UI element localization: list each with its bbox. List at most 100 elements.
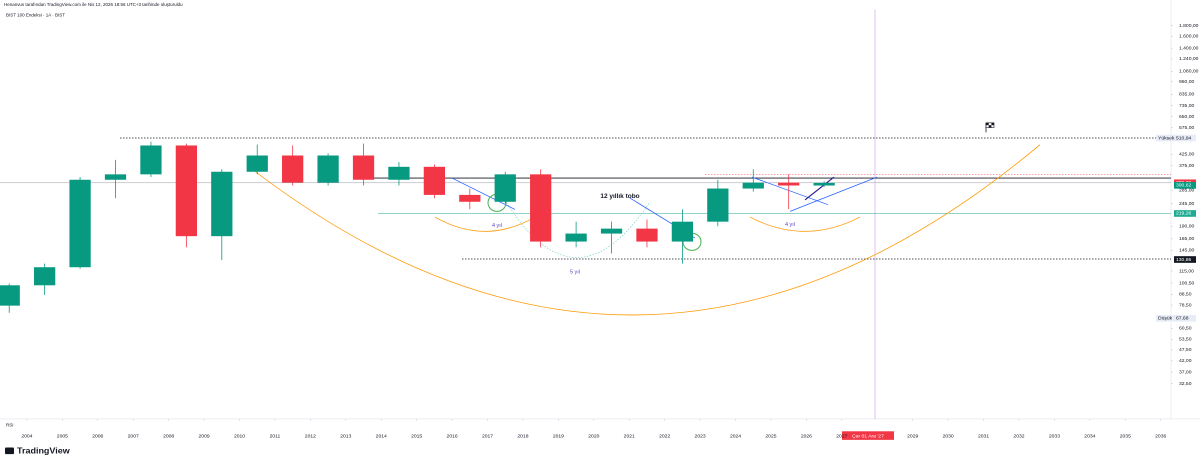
y-tick-label: 245,00 xyxy=(1179,201,1195,207)
candle-body xyxy=(246,155,268,172)
y-tick-label: 115,00 xyxy=(1179,268,1194,274)
x-tick-label: 2021 xyxy=(624,433,635,439)
candle-body xyxy=(104,174,127,180)
x-tick-label: 2034 xyxy=(1084,433,1095,439)
y-tick-label: 78,50 xyxy=(1179,302,1192,308)
annotation: 5 yıl xyxy=(570,270,580,276)
candle-body xyxy=(494,174,516,202)
x-tick-label: 2013 xyxy=(340,433,351,439)
y-tick-label: 1.800,00 xyxy=(1179,23,1199,29)
trendline xyxy=(789,176,878,212)
footer-logo: TradingView xyxy=(17,446,70,456)
price-tag-label: 300,62 xyxy=(1176,183,1192,189)
y-tick-label: 285,00 xyxy=(1179,187,1195,193)
y-tick-label: 1.080,00 xyxy=(1179,69,1199,75)
x-tick-label: 2010 xyxy=(234,433,245,439)
candle-body xyxy=(0,285,20,306)
price-tag xyxy=(1174,181,1196,189)
right-arc xyxy=(749,216,861,232)
x-tick-label: 2026 xyxy=(801,433,812,439)
y-tick-label: 42,00 xyxy=(1179,358,1192,364)
indicator-label: RSI xyxy=(6,423,13,428)
bottom-arc xyxy=(504,199,651,258)
price-tag-label: 130,86 xyxy=(1176,257,1192,263)
candle-body xyxy=(530,174,552,242)
x-tick-label: 2019 xyxy=(553,433,564,439)
y-tick-label: 88,50 xyxy=(1179,292,1192,298)
trendline xyxy=(451,177,516,210)
y-tick-label: 32,50 xyxy=(1179,381,1192,387)
x-tick-label: 2033 xyxy=(1049,433,1060,439)
x-tick-label: 2012 xyxy=(305,433,316,439)
x-tick-label: 2017 xyxy=(482,433,493,439)
candle-body xyxy=(813,182,835,186)
x-tick-label: 2007 xyxy=(128,433,139,439)
annotation: 4 yıl xyxy=(785,222,795,228)
price-tag-label: 510,94 xyxy=(1176,135,1192,141)
candle-body xyxy=(636,228,658,242)
price-tag xyxy=(1174,314,1196,322)
candle-body xyxy=(352,155,375,180)
crosshair-label-box xyxy=(842,431,894,440)
x-tick-label: 2022 xyxy=(659,433,670,439)
price-tag xyxy=(1174,210,1196,217)
y-tick-label: 145,00 xyxy=(1179,248,1195,254)
crosshair-label: Çar 01 Ara '27 xyxy=(852,433,884,439)
x-tick-label: 2030 xyxy=(943,433,954,439)
logo-mark xyxy=(5,447,14,455)
candle-body xyxy=(175,145,197,237)
candle-body xyxy=(742,182,764,189)
trendline xyxy=(804,176,835,201)
y-tick-label: 60,50 xyxy=(1179,326,1192,332)
candle-body xyxy=(211,171,233,237)
y-tick-label: 835,00 xyxy=(1179,92,1195,98)
x-tick-label: 2031 xyxy=(978,433,989,439)
y-tick-label: 1.600,00 xyxy=(1179,34,1199,40)
candle-body xyxy=(317,155,339,183)
x-tick-label: 2024 xyxy=(730,433,741,439)
header-text: Henanvus tarafından TradingView.com ile … xyxy=(4,2,183,7)
annotation: 12 yıllık tobo xyxy=(600,193,639,200)
x-tick-label: 2027 xyxy=(836,433,847,439)
x-tick-label: 2036 xyxy=(1155,433,1166,439)
y-tick-label: 575,00 xyxy=(1179,125,1195,131)
x-tick-label: 2016 xyxy=(447,433,458,439)
candle-body xyxy=(565,233,587,242)
price-tag-label: 67,68 xyxy=(1176,316,1189,322)
price-tag-name: Yüksek xyxy=(1158,135,1175,141)
candle-body xyxy=(282,155,304,183)
symbol-title: BIST 100 Endeksi · 1A · BIST xyxy=(6,12,65,17)
x-tick-label: 2004 xyxy=(21,433,32,439)
price-tag-label: 219,26 xyxy=(1176,211,1192,217)
price-tag xyxy=(1174,256,1196,263)
price-tag-name-box xyxy=(1156,134,1174,142)
candle-body xyxy=(600,228,623,234)
x-tick-label: 2032 xyxy=(1013,433,1024,439)
x-tick-label: 2014 xyxy=(376,433,387,439)
y-tick-label: 650,00 xyxy=(1179,114,1195,120)
candle-body xyxy=(423,166,446,195)
y-tick-label: 53,50 xyxy=(1179,337,1192,343)
candle-body xyxy=(140,145,162,175)
x-tick-label: 2025 xyxy=(765,433,776,439)
x-tick-label: 2029 xyxy=(907,433,918,439)
y-tick-label: 1.400,00 xyxy=(1179,46,1199,52)
candle-body xyxy=(388,166,410,180)
price-tag-name-box xyxy=(1156,314,1174,322)
y-tick-label: 37,00 xyxy=(1179,370,1192,376)
y-tick-label: 47,50 xyxy=(1179,347,1192,353)
y-tick-label: 165,00 xyxy=(1179,236,1195,242)
candle-body xyxy=(69,179,91,268)
x-tick-label: 2035 xyxy=(1120,433,1131,439)
candle-body xyxy=(707,188,729,222)
x-tick-label: 2006 xyxy=(92,433,103,439)
price-tag-name: Düşük xyxy=(1158,316,1173,322)
left-arc xyxy=(434,216,536,232)
x-tick-label: 2008 xyxy=(163,433,174,439)
candle-body xyxy=(671,221,694,242)
cup-arc xyxy=(254,144,1041,316)
flag-icon xyxy=(985,122,995,133)
candle-body xyxy=(34,267,56,286)
candle-body xyxy=(778,182,800,186)
